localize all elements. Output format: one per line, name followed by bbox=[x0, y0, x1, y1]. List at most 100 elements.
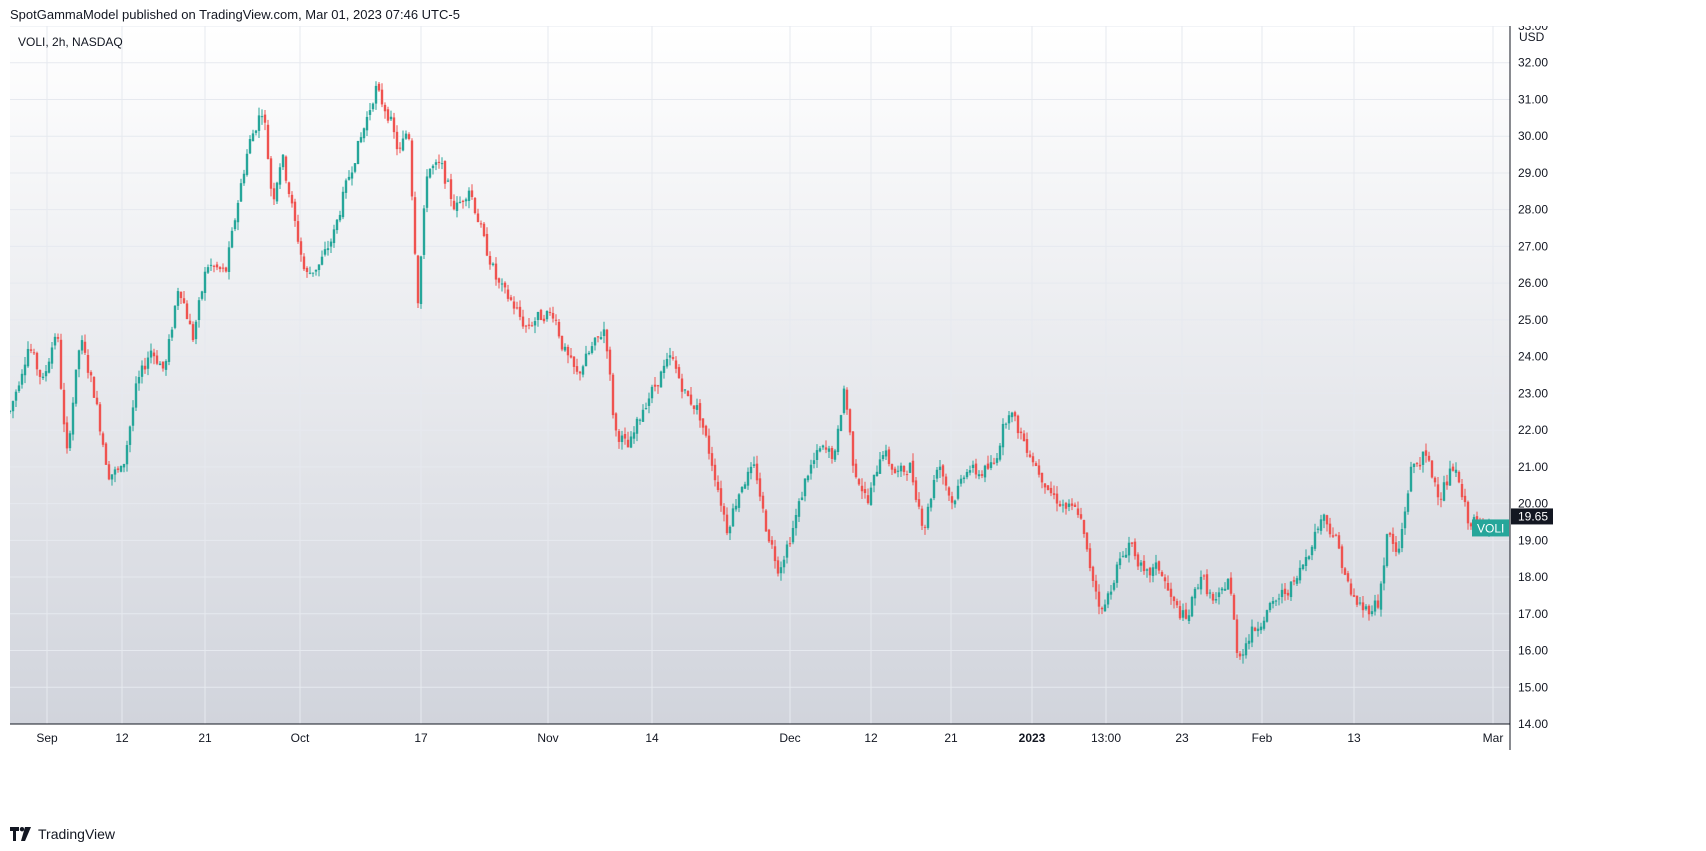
x-tick-label: Sep bbox=[36, 731, 58, 745]
candle-body bbox=[1229, 577, 1233, 594]
candle-body bbox=[248, 139, 252, 154]
x-tick-label: 2023 bbox=[1019, 731, 1046, 745]
candle-body bbox=[974, 463, 978, 475]
candle-body bbox=[1088, 548, 1092, 569]
candle-body bbox=[932, 479, 936, 499]
candle-body bbox=[323, 249, 327, 255]
candle-body bbox=[695, 405, 699, 410]
candle-body bbox=[1163, 577, 1167, 582]
candle-body bbox=[116, 468, 120, 470]
candle-body bbox=[860, 485, 864, 492]
candle-body bbox=[1067, 503, 1071, 507]
candle-body bbox=[1190, 597, 1194, 617]
candle-body bbox=[146, 357, 150, 369]
candle-body bbox=[1454, 469, 1458, 473]
candle-body bbox=[872, 474, 876, 486]
candle-body bbox=[611, 374, 615, 416]
candle-body bbox=[1070, 503, 1074, 506]
candle-body bbox=[776, 560, 780, 574]
candle-body bbox=[401, 138, 405, 151]
candle-body bbox=[314, 269, 318, 272]
candle-body bbox=[347, 176, 351, 180]
x-tick-label: 17 bbox=[414, 731, 428, 745]
candle-body bbox=[1418, 464, 1422, 467]
candle-body bbox=[383, 104, 387, 112]
candle-body bbox=[1100, 607, 1104, 610]
candle-body bbox=[290, 194, 294, 204]
candle-body bbox=[1409, 466, 1413, 492]
candle-body bbox=[1019, 431, 1023, 434]
candle-body bbox=[68, 433, 72, 449]
candle-body bbox=[1253, 627, 1257, 631]
candle-body bbox=[683, 389, 687, 391]
candle-body bbox=[944, 476, 948, 486]
candle-body bbox=[1196, 587, 1200, 589]
y-tick-label: 31.00 bbox=[1518, 92, 1548, 106]
candle-body bbox=[1013, 412, 1017, 417]
y-tick-label: 32.00 bbox=[1518, 56, 1548, 70]
candle-body bbox=[803, 478, 807, 497]
candle-body bbox=[1073, 504, 1077, 508]
price-tags: 19.65 VOLI bbox=[1472, 508, 1553, 537]
candle-body bbox=[1364, 606, 1368, 610]
candle-body bbox=[1187, 615, 1191, 622]
candle-body bbox=[929, 498, 933, 508]
candle-body bbox=[1055, 493, 1059, 504]
candle-body bbox=[335, 219, 339, 231]
series-tag-text: VOLI bbox=[1477, 521, 1504, 535]
candle-body bbox=[113, 469, 117, 475]
price-axis[interactable]: 14.00 15.00 16.00 17.00 18.00 19.00 20.00 21.00… bbox=[1518, 26, 1548, 731]
candle-body bbox=[488, 255, 492, 265]
candle-body bbox=[1214, 599, 1218, 601]
candle-body bbox=[1046, 485, 1050, 490]
candle-body bbox=[1298, 567, 1302, 581]
time-axis[interactable]: Sep 12 21 Oct 17 Nov 14 Dec 12 21 2023 13:00 23 Feb 13… bbox=[36, 731, 1503, 745]
candle-body bbox=[293, 201, 297, 221]
candle-body bbox=[671, 357, 675, 359]
candle-body bbox=[1316, 528, 1320, 530]
candle-body bbox=[257, 115, 261, 131]
candle-body bbox=[1145, 569, 1149, 571]
candle-body bbox=[1223, 588, 1227, 591]
candle-body bbox=[170, 329, 174, 338]
candle-body bbox=[902, 465, 906, 472]
candle-body bbox=[1091, 566, 1095, 581]
candle-body bbox=[419, 256, 423, 304]
candle-body bbox=[341, 191, 345, 218]
x-tick-label: Oct bbox=[291, 731, 310, 745]
candle-body bbox=[95, 397, 99, 405]
candle-body bbox=[407, 134, 411, 139]
candle-body bbox=[686, 391, 690, 397]
candle-body bbox=[1124, 554, 1128, 558]
candle-body bbox=[1049, 487, 1053, 494]
candle-body bbox=[200, 291, 204, 299]
candle-body bbox=[617, 431, 621, 442]
candle-body bbox=[1217, 592, 1221, 598]
price-chart[interactable]: 14.00 15.00 16.00 17.00 18.00 19.00 20.00 21.00… bbox=[10, 26, 1642, 816]
candle-body bbox=[1112, 582, 1116, 590]
candle-body bbox=[287, 182, 291, 195]
candle-body bbox=[1175, 601, 1179, 606]
candle-body bbox=[965, 471, 969, 478]
candle-body bbox=[470, 190, 474, 198]
candle-body bbox=[122, 464, 126, 468]
candle-body bbox=[971, 464, 975, 469]
candle-body bbox=[1367, 605, 1371, 615]
candle-body bbox=[1106, 593, 1110, 605]
candle-body bbox=[299, 241, 303, 255]
candle-body bbox=[434, 162, 438, 165]
candle-body bbox=[356, 140, 360, 165]
candle-body bbox=[581, 366, 585, 375]
y-tick-label: 22.00 bbox=[1518, 423, 1548, 437]
candle-body bbox=[1235, 619, 1239, 654]
candle-body bbox=[209, 264, 213, 266]
candle-body bbox=[281, 154, 285, 168]
candle-body bbox=[1142, 560, 1146, 572]
chart-area[interactable]: 14.00 15.00 16.00 17.00 18.00 19.00 20.00 21.00… bbox=[10, 26, 1642, 816]
candle-body bbox=[443, 161, 447, 184]
candle-body bbox=[1448, 468, 1452, 486]
candle-body bbox=[896, 470, 900, 472]
candle-body bbox=[560, 335, 564, 350]
candle-body bbox=[638, 419, 642, 421]
candle-body bbox=[734, 505, 738, 510]
